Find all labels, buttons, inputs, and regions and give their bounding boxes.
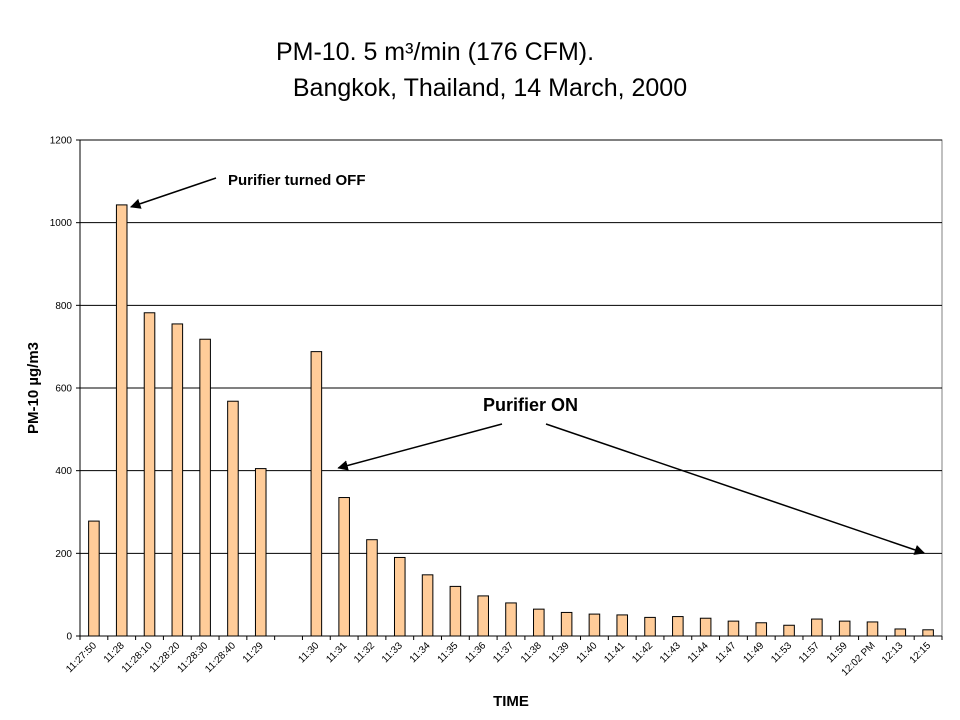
- gridlines: [80, 139, 942, 554]
- bar: [254, 468, 267, 637]
- bar: [421, 574, 434, 637]
- x-axis-title: TIME: [493, 693, 529, 710]
- x-tick-label: 11:41: [602, 640, 627, 665]
- bar: [310, 351, 323, 637]
- bar: [227, 400, 239, 637]
- x-tick-label: 11:40: [575, 640, 600, 665]
- y-tick-label: 1200: [50, 136, 73, 147]
- x-tick-label: 11:28:40: [203, 640, 238, 675]
- bar: [727, 620, 740, 637]
- x-tick-label: 11:44: [686, 640, 711, 665]
- annotation-purifier-on: Purifier ON: [483, 395, 578, 415]
- bar: [338, 497, 350, 637]
- bar: [644, 616, 656, 637]
- x-tick-label: 11:34: [408, 640, 433, 665]
- x-tick-label: 11:31: [324, 640, 349, 665]
- bar: [115, 204, 128, 637]
- arrow-purifier-on-last: [545, 423, 926, 555]
- y-tick-label: 200: [55, 549, 72, 560]
- x-tick-label: 11:27:50: [64, 640, 99, 675]
- x-tick-label: 11:30: [297, 640, 322, 665]
- x-tick-label: 11:32: [352, 640, 377, 665]
- x-tick-label: 11:35: [436, 640, 461, 665]
- x-tick-label: 11:36: [463, 640, 488, 665]
- bar: [477, 595, 489, 637]
- x-tick-label: 11:28: [102, 640, 127, 665]
- chart-title-line2: Bangkok, Thailand, 14 March, 2000: [292, 74, 688, 102]
- x-tick-label: 11:42: [630, 640, 655, 665]
- y-tick-label: 1000: [50, 218, 73, 229]
- y-tick-label: 400: [55, 466, 72, 477]
- bar: [699, 617, 712, 637]
- x-tick-label: 12:13: [880, 640, 906, 666]
- y-axis-ticks: 0 200 400 600 800 1000 1200: [50, 136, 80, 643]
- x-tick-label: 11:37: [491, 640, 516, 665]
- bar: [811, 618, 823, 637]
- bar: [922, 629, 934, 637]
- y-tick-label: 800: [55, 301, 72, 312]
- x-tick-label: 12:15: [908, 640, 934, 666]
- bar: [199, 338, 211, 637]
- x-tick-label: 11:49: [741, 640, 766, 665]
- x-tick-label: 11:38: [519, 640, 544, 665]
- bar: [616, 614, 629, 637]
- bar: [672, 616, 684, 637]
- annotation-purifier-off: Purifier turned OFF: [228, 172, 366, 189]
- bar: [533, 608, 545, 637]
- y-tick-label: 0: [66, 632, 72, 643]
- bar: [783, 624, 795, 637]
- bar: [588, 613, 601, 637]
- y-tick-label: 600: [55, 384, 72, 395]
- x-tick-label: 11:59: [825, 640, 850, 665]
- bar: [838, 620, 851, 637]
- arrow-purifier-on-first: [337, 423, 503, 471]
- x-tick-label: 11:43: [658, 640, 683, 665]
- bar: [894, 628, 907, 637]
- bar: [143, 312, 156, 637]
- x-tick-label: 11:33: [380, 640, 405, 665]
- bar: [560, 611, 573, 637]
- chart-title-line1: PM-10. 5 m³/min (176 CFM).: [275, 38, 595, 66]
- bar: [393, 556, 406, 637]
- x-tick-label: 11:39: [547, 640, 572, 665]
- bar: [366, 539, 378, 637]
- bar: [449, 585, 462, 637]
- bar: [505, 602, 517, 637]
- x-axis-ticks: 11:27:50 11:2811:28:1011:28:2011:28:3011:…: [64, 636, 943, 678]
- y-axis-title: PM-10 µg/m3: [25, 342, 42, 434]
- arrow-purifier-off: [129, 177, 217, 209]
- x-tick-label: 11:29: [241, 640, 266, 665]
- x-tick-label: 11:53: [769, 640, 794, 665]
- bar: [866, 621, 879, 637]
- x-tick-label: 11:57: [797, 640, 822, 665]
- bar: [171, 323, 184, 637]
- bar: [755, 622, 768, 637]
- bar: [88, 520, 100, 637]
- x-tick-label: 11:47: [714, 640, 739, 665]
